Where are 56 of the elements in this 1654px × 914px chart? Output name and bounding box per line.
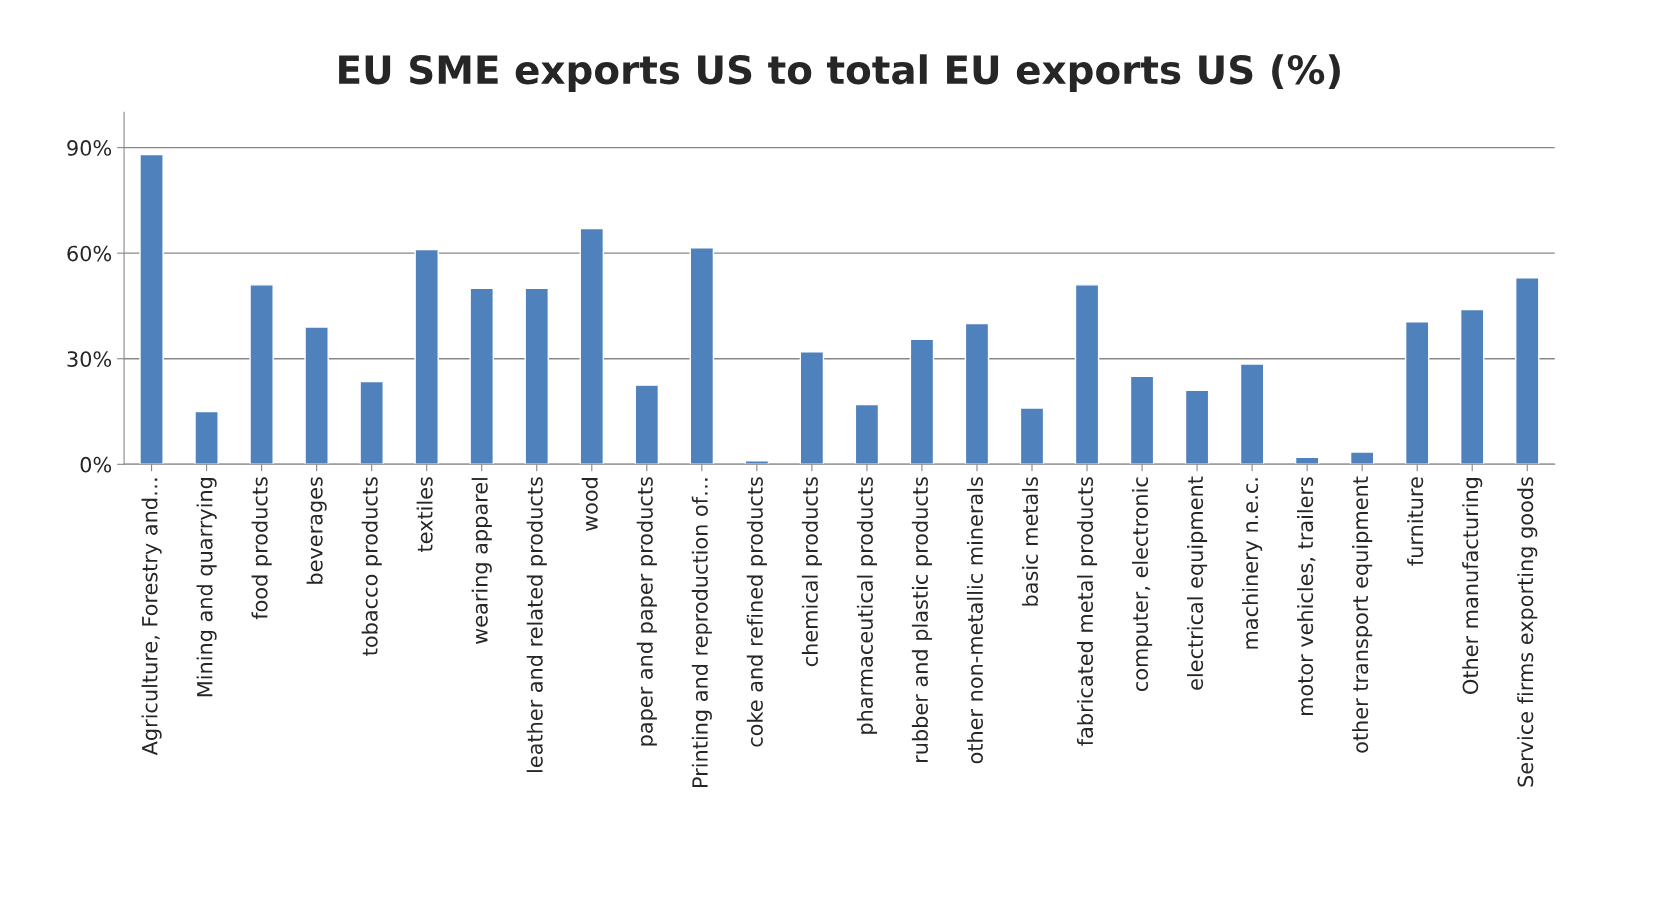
x-tick-label: chemical products	[801, 477, 822, 667]
bar	[1349, 451, 1375, 465]
x-tick-label: Mining and quarrying	[196, 478, 217, 697]
x-tick-label: machinery n.e.c.	[1242, 478, 1263, 649]
x-tick-label: electrical equipment	[1187, 476, 1208, 690]
x-tick-label: Service firms exporting goods	[1517, 477, 1538, 787]
y-tick-label: 0%	[80, 456, 112, 473]
x-tick-label: Other manufacturing	[1462, 478, 1483, 694]
bar	[304, 326, 329, 465]
bar	[634, 384, 660, 465]
x-tick-label: beverages	[306, 477, 327, 584]
bar	[194, 410, 219, 465]
bar	[964, 322, 990, 465]
bar	[1459, 308, 1485, 465]
bar	[689, 247, 715, 465]
bar	[744, 460, 770, 465]
x-tick-label: rubber and plastic products	[911, 477, 933, 762]
x-tick-label: fabricated metal products	[1076, 477, 1098, 746]
bar	[469, 287, 494, 465]
bar	[249, 284, 274, 465]
x-tick-label: furniture	[1407, 477, 1424, 566]
bar	[524, 287, 550, 465]
bar	[1404, 321, 1430, 465]
x-tick-label: other non-metallic minerals	[966, 477, 984, 764]
bar	[414, 248, 439, 465]
chart-title: EU SME exports US to total EU exports US (%)	[339, 54, 1340, 92]
bar	[1514, 277, 1540, 465]
x-tick-label: pharmaceutical products	[856, 477, 877, 734]
x-tick-label: wearing apparel	[471, 478, 492, 644]
bar	[1239, 363, 1265, 465]
bar	[1019, 407, 1045, 465]
x-tick-label: computer, electronic	[1131, 477, 1153, 692]
x-tick-label: Printing and reproduction of…	[691, 478, 712, 787]
x-tick-label: motor vehicles, trailers	[1297, 477, 1316, 715]
bar	[359, 380, 384, 465]
bar	[139, 153, 164, 465]
y-tick-label: 90%	[67, 140, 112, 156]
x-tick-label: Agriculture, Forestry and…	[141, 478, 162, 756]
x-tick-label: food products	[251, 477, 272, 620]
bar	[1074, 284, 1100, 465]
y-tick-label: 60%	[67, 245, 112, 262]
bar	[909, 338, 935, 465]
x-tick-label: tobacco products	[361, 477, 382, 656]
bar	[1184, 389, 1210, 465]
x-tick-label: paper and paper products	[636, 477, 657, 746]
bar	[1129, 375, 1155, 465]
x-tick-label: basic metals	[1021, 477, 1039, 606]
x-tick-label: coke and refined products	[746, 477, 767, 747]
x-tick-label: other transport equipment	[1352, 476, 1373, 753]
bar	[854, 403, 880, 465]
x-tick-label: leather and related products	[526, 477, 547, 772]
y-tick-label: 30%	[67, 351, 112, 367]
x-tick-label: textiles	[416, 477, 433, 552]
bar	[579, 227, 605, 465]
x-tick-label: wood	[581, 478, 598, 531]
bar	[799, 351, 825, 465]
